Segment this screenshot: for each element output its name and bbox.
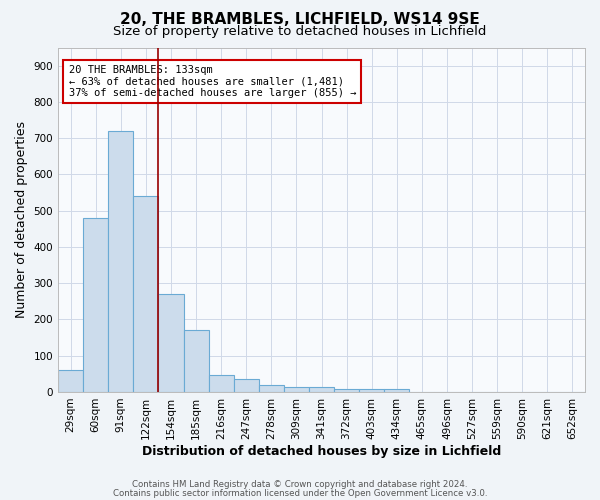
- Bar: [334, 389, 359, 392]
- Bar: [58, 370, 83, 392]
- Bar: [384, 389, 409, 392]
- Bar: [83, 218, 108, 392]
- Text: Contains public sector information licensed under the Open Government Licence v3: Contains public sector information licen…: [113, 488, 487, 498]
- Bar: [108, 131, 133, 392]
- Bar: [233, 380, 259, 392]
- Bar: [184, 330, 209, 392]
- Bar: [359, 389, 384, 392]
- Bar: [158, 294, 184, 392]
- Bar: [309, 386, 334, 392]
- Bar: [284, 386, 309, 392]
- Text: 20 THE BRAMBLES: 133sqm
← 63% of detached houses are smaller (1,481)
37% of semi: 20 THE BRAMBLES: 133sqm ← 63% of detache…: [68, 64, 356, 98]
- Bar: [133, 196, 158, 392]
- Text: 20, THE BRAMBLES, LICHFIELD, WS14 9SE: 20, THE BRAMBLES, LICHFIELD, WS14 9SE: [120, 12, 480, 28]
- X-axis label: Distribution of detached houses by size in Lichfield: Distribution of detached houses by size …: [142, 444, 501, 458]
- Bar: [259, 384, 284, 392]
- Bar: [209, 375, 233, 392]
- Y-axis label: Number of detached properties: Number of detached properties: [15, 121, 28, 318]
- Text: Contains HM Land Registry data © Crown copyright and database right 2024.: Contains HM Land Registry data © Crown c…: [132, 480, 468, 489]
- Text: Size of property relative to detached houses in Lichfield: Size of property relative to detached ho…: [113, 25, 487, 38]
